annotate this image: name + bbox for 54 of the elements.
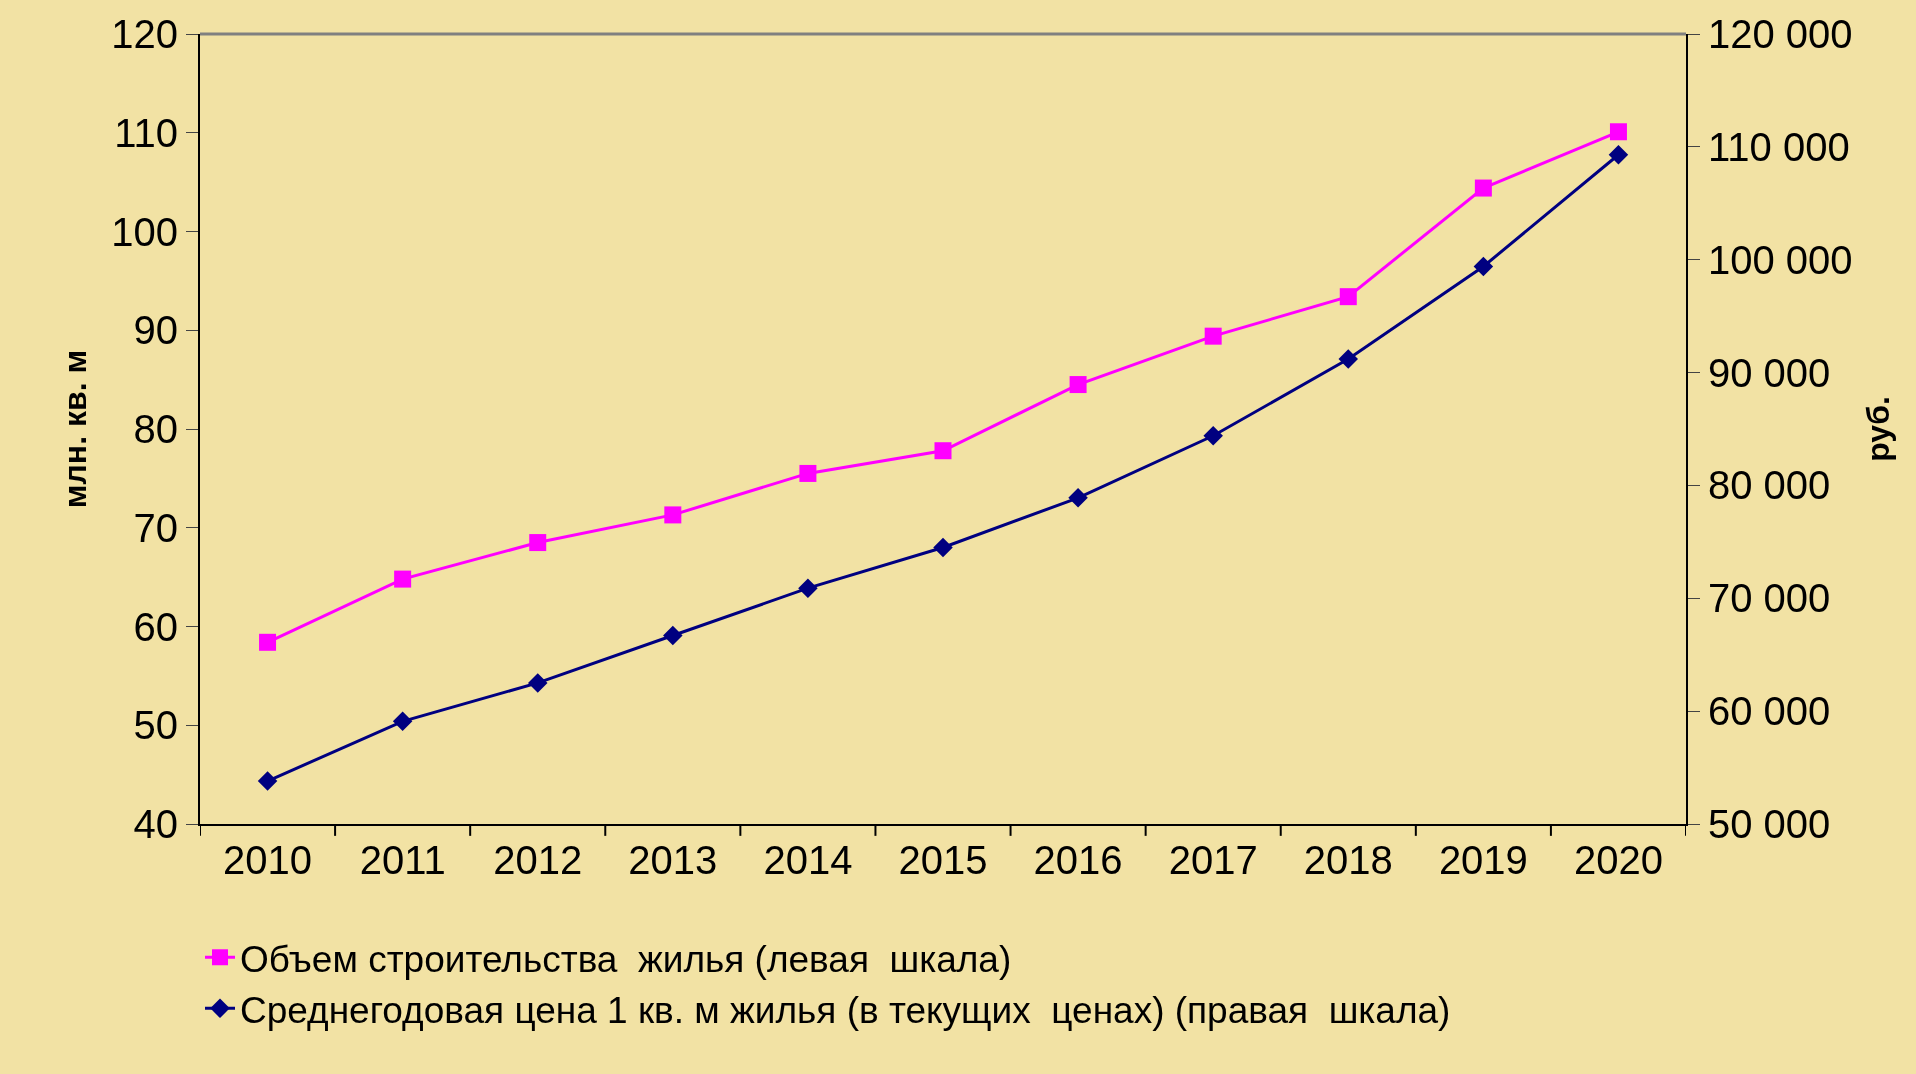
- point: [529, 534, 547, 552]
- y-tick-label: 90: [133, 308, 178, 353]
- point: [1069, 376, 1087, 394]
- legend-label: Среднегодовая цена 1 кв. м жилья (в текущих ценах) (правая шкала): [240, 989, 1451, 1031]
- x-tick-label: 2018: [1303, 838, 1393, 882]
- y-tick-label: 50: [133, 703, 178, 748]
- point: [1068, 488, 1088, 508]
- point: [1204, 327, 1222, 345]
- point: [392, 711, 413, 732]
- point: [1474, 179, 1492, 197]
- point: [664, 506, 682, 524]
- x-tick-label: 2020: [1573, 838, 1663, 882]
- point: [259, 633, 277, 651]
- y2-tick-label: 110 000: [1708, 124, 1850, 169]
- x-tick-label: 2016: [1033, 838, 1123, 882]
- x-tick-label: 2012: [493, 838, 583, 882]
- point: [798, 578, 818, 598]
- y2-tick-label: 90 000: [1708, 350, 1831, 395]
- point: [934, 442, 952, 460]
- point: [257, 771, 278, 791]
- point: [1608, 145, 1629, 165]
- y-tick-label: 110: [114, 110, 178, 155]
- y-tick-label: 40: [133, 802, 178, 846]
- point: [1339, 288, 1357, 306]
- y-tick-label: 120: [111, 12, 178, 56]
- y-tick-label: 100: [111, 209, 178, 254]
- x-tick-label: 2011: [359, 838, 446, 882]
- y2-axis-title: руб.: [1859, 396, 1896, 462]
- x-tick-label: 2014: [763, 838, 853, 882]
- y2-tick-label: 50 000: [1708, 802, 1831, 846]
- point: [799, 464, 817, 482]
- y-tick-label: 60: [133, 604, 178, 649]
- x-tick-label: 2013: [628, 838, 718, 882]
- y2-tick-label: 70 000: [1708, 576, 1831, 621]
- x-tick-label: 2015: [898, 838, 988, 882]
- y-tick-label: 70: [133, 505, 178, 550]
- point: [1338, 349, 1359, 369]
- x-tick-label: 2019: [1438, 838, 1528, 882]
- point: [527, 673, 548, 693]
- point: [1473, 256, 1494, 277]
- x-tick-label: 2017: [1168, 838, 1258, 882]
- point: [394, 570, 412, 588]
- point: [933, 537, 953, 558]
- point: [1609, 123, 1627, 141]
- y2-tick-label: 60 000: [1708, 689, 1831, 734]
- x-tick-label: 2010: [223, 838, 313, 882]
- legend-label: Объем строительства жилья (левая шкала): [240, 938, 1012, 980]
- point: [663, 625, 683, 646]
- y2-tick-label: 120 000: [1708, 12, 1853, 56]
- y2-tick-label: 100 000: [1708, 237, 1853, 282]
- y-tick-label: 80: [133, 407, 178, 451]
- y2-tick-label: 80 000: [1708, 463, 1831, 508]
- y-axis-title: млн. кв. м: [57, 349, 94, 509]
- point: [1203, 426, 1223, 446]
